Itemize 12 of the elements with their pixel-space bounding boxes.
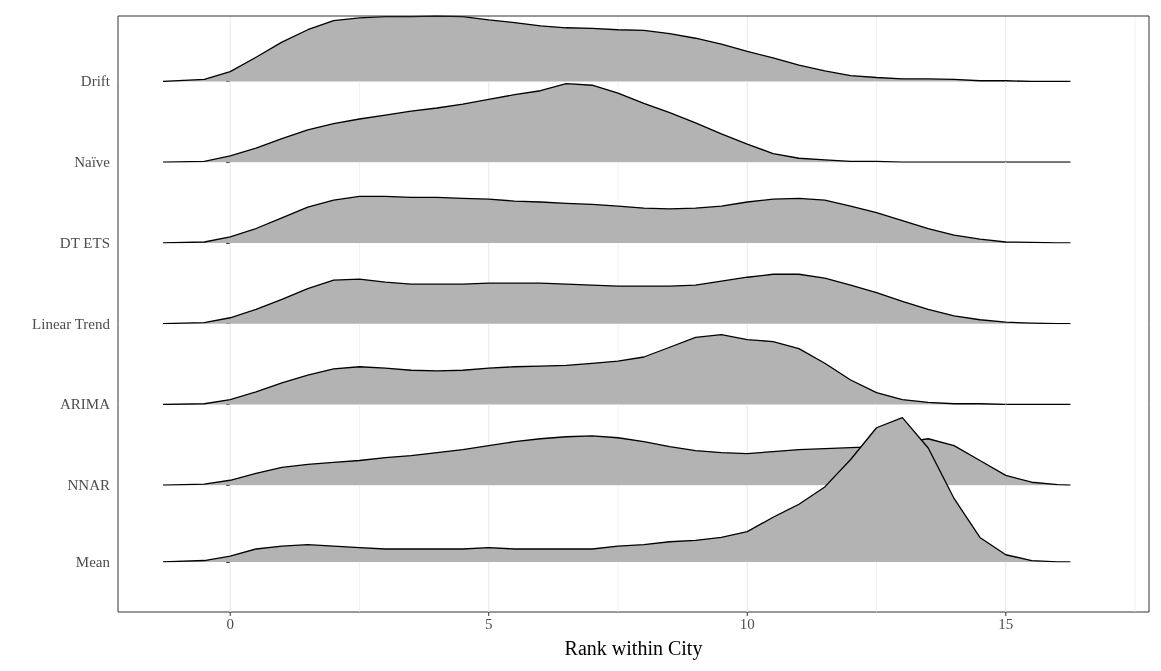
y-axis-title: NNAR — [67, 477, 110, 494]
y-axis-title: Linear Trend — [32, 315, 111, 332]
y-axis-title: DT ETS — [59, 234, 110, 251]
y-axis-title: Naïve — [74, 154, 111, 171]
x-tick-label: 10 — [739, 615, 755, 632]
x-axis-title: Rank within City — [564, 637, 703, 660]
x-tick-label: 15 — [998, 615, 1014, 632]
y-axis-title: ARIMA — [59, 396, 111, 413]
x-tick-label: 0 — [226, 615, 234, 632]
y-axis-title: Drift — [80, 73, 111, 90]
y-axis-title: Mean — [75, 553, 111, 570]
x-tick-label: 5 — [484, 615, 493, 632]
